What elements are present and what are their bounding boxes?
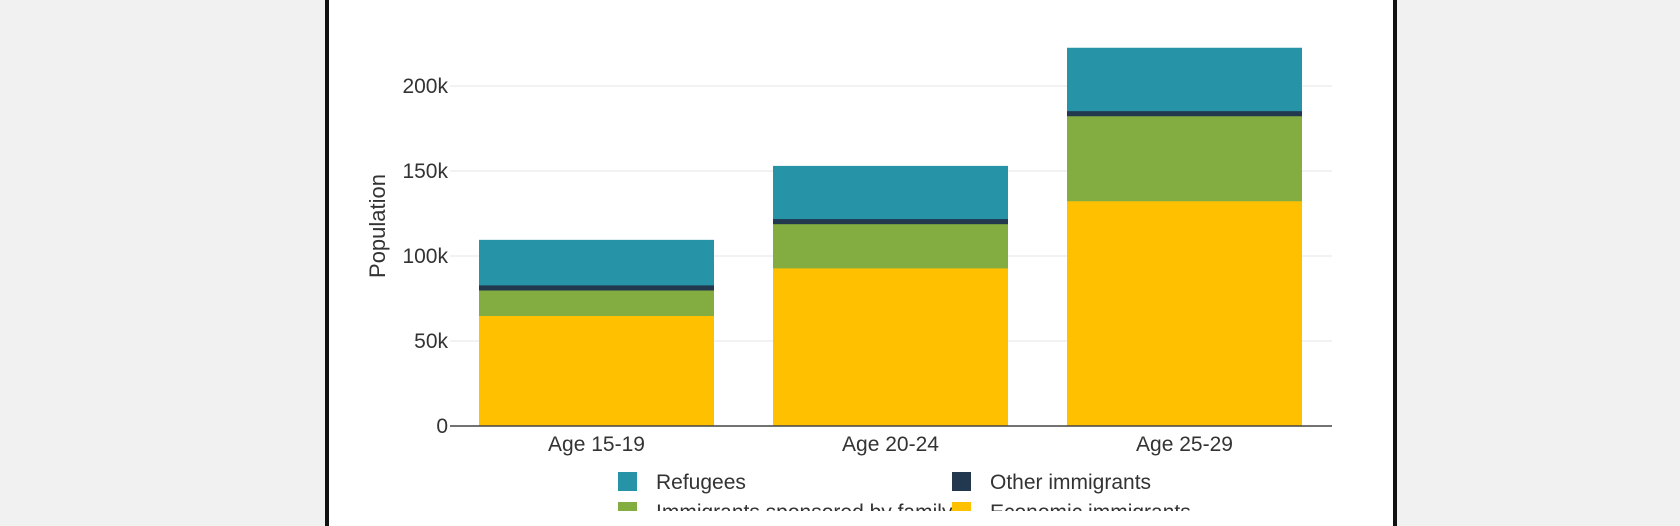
legend-label: Refugees: [656, 471, 746, 494]
legend: Refugees Other immigrants Immigrants spons…: [618, 471, 1191, 511]
legend-swatch: [618, 502, 637, 511]
bar-segment-economic-immigrants: [479, 315, 714, 427]
legend-swatch: [952, 472, 971, 491]
bar-segment-other-immigrants: [773, 218, 1008, 225]
bar-segment-immigrants-sponsored-by-family: [773, 223, 1008, 269]
bar-segment-other-immigrants: [479, 284, 714, 291]
bar-segment-immigrants-sponsored-by-family: [479, 290, 714, 316]
y-tick-label: 0: [436, 415, 448, 438]
y-tick-label: 100k: [402, 245, 448, 268]
legend-label: Other immigrants: [990, 471, 1151, 494]
bar-segment-refugees: [1067, 47, 1302, 112]
x-tick-label: Age 15-19: [548, 433, 645, 456]
legend-item: Economic immigrants: [952, 501, 1191, 511]
bar-segment-economic-immigrants: [1067, 200, 1302, 427]
bar-segment-economic-immigrants: [773, 267, 1008, 427]
y-tick-label: 50k: [414, 330, 448, 353]
x-axis-ticks: Age 15-19 Age 20-24 Age 25-29: [548, 433, 1233, 456]
bars: [479, 47, 1302, 427]
bar-segment-immigrants-sponsored-by-family: [1067, 115, 1302, 202]
x-tick-label: Age 25-29: [1136, 433, 1233, 456]
legend-label: Economic immigrants: [990, 501, 1191, 511]
stacked-bar-chart: 0 50k 100k 150k 200k Age 15-19 Age 20-24 Age 2…: [365, 47, 1332, 511]
x-tick-label: Age 20-24: [842, 433, 939, 456]
y-axis-ticks: 0 50k 100k 150k 200k: [402, 75, 448, 438]
legend-item: Other immigrants: [952, 471, 1151, 494]
legend-swatch: [618, 472, 637, 491]
legend-label: Immigrants sponsored by family: [656, 501, 953, 511]
bar-segment-other-immigrants: [1067, 110, 1302, 117]
y-tick-label: 150k: [402, 160, 448, 183]
legend-item: Refugees: [618, 471, 746, 494]
legend-swatch: [952, 502, 971, 511]
chart-card: 0 50k 100k 150k 200k Age 15-19 Age 20-24 Age 2…: [325, 0, 1397, 526]
y-axis-title: Population: [365, 174, 390, 278]
bar-segment-refugees: [479, 239, 714, 286]
legend-item: Immigrants sponsored by family: [618, 501, 953, 511]
y-tick-label: 200k: [402, 75, 448, 98]
bar-segment-refugees: [773, 165, 1008, 220]
